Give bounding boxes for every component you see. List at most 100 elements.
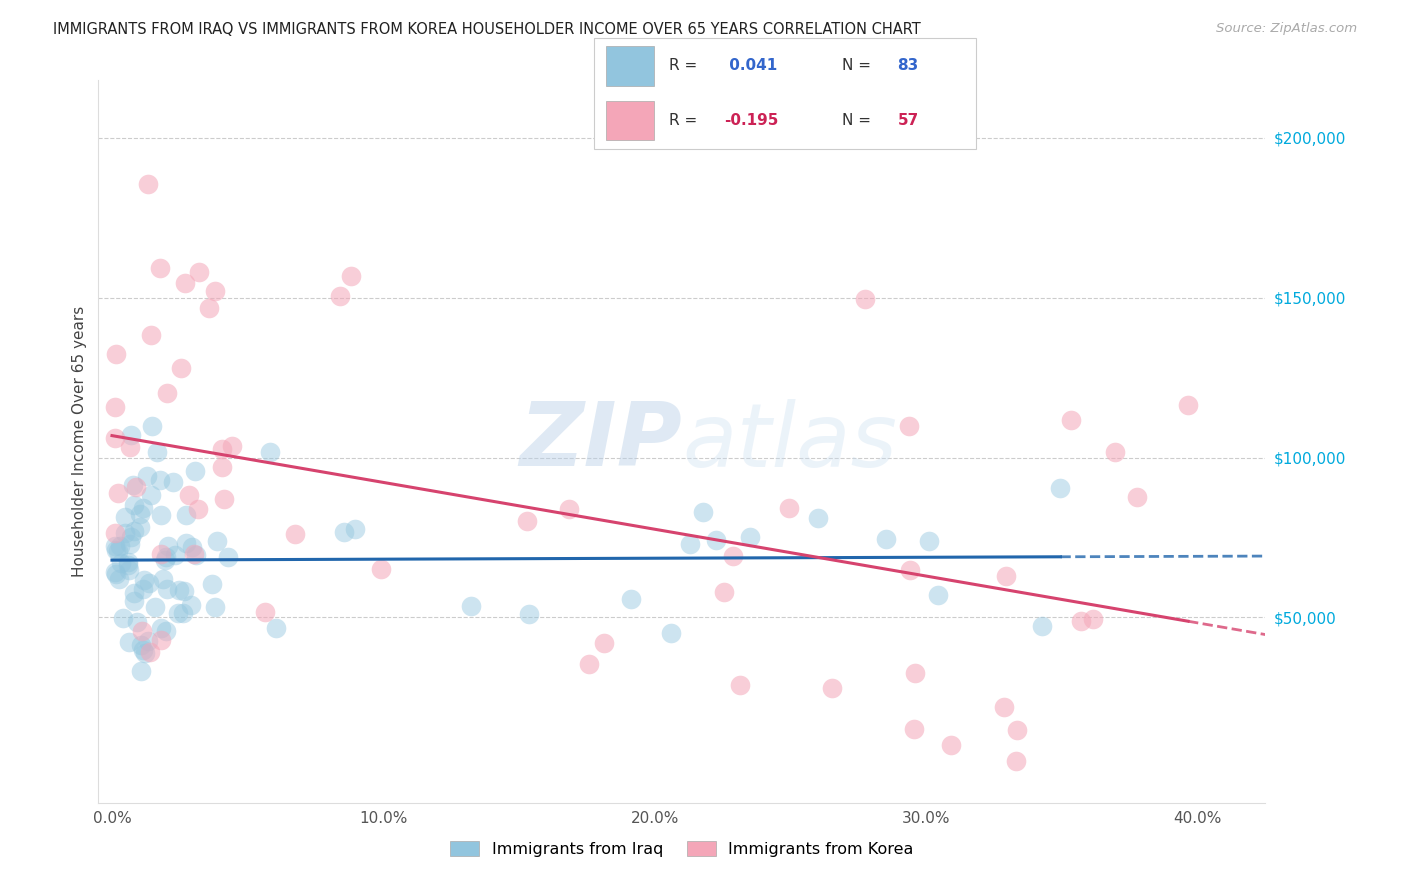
Immigrants from Iraq bbox=[108, 539, 131, 553]
Immigrants from Iraq bbox=[125, 615, 148, 629]
Immigrants from Iraq bbox=[918, 534, 941, 549]
Immigrants from Iraq bbox=[136, 468, 159, 483]
Immigrants from Iraq bbox=[134, 646, 156, 660]
Immigrants from Iraq bbox=[174, 508, 197, 523]
Immigrants from Iraq bbox=[131, 638, 153, 652]
Immigrants from Iraq bbox=[122, 498, 145, 512]
Immigrants from Iraq bbox=[104, 539, 127, 553]
Immigrants from Iraq bbox=[155, 549, 177, 564]
Immigrants from Iraq bbox=[132, 574, 155, 588]
Immigrants from Iraq bbox=[201, 577, 224, 591]
Immigrants from Korea bbox=[170, 361, 193, 376]
Immigrants from Iraq bbox=[114, 526, 136, 541]
Immigrants from Iraq bbox=[927, 588, 949, 602]
Immigrants from Iraq bbox=[679, 537, 702, 551]
Immigrants from Iraq bbox=[146, 445, 169, 459]
Immigrants from Iraq bbox=[1049, 481, 1071, 495]
Immigrants from Iraq bbox=[155, 553, 177, 567]
Immigrants from Korea bbox=[104, 431, 127, 445]
Immigrants from Iraq bbox=[104, 565, 127, 579]
Immigrants from Iraq bbox=[1031, 619, 1053, 633]
Immigrants from Iraq bbox=[132, 643, 155, 657]
Immigrants from Iraq bbox=[118, 563, 141, 577]
Immigrants from Korea bbox=[340, 269, 363, 284]
Immigrants from Iraq bbox=[181, 540, 204, 554]
Text: R =: R = bbox=[669, 58, 703, 73]
Immigrants from Korea bbox=[187, 502, 209, 516]
Text: atlas: atlas bbox=[682, 399, 897, 484]
Immigrants from Iraq bbox=[156, 539, 179, 553]
Immigrants from Korea bbox=[253, 605, 276, 619]
Immigrants from Iraq bbox=[121, 427, 143, 442]
Immigrants from Korea bbox=[713, 585, 735, 599]
Immigrants from Korea bbox=[1005, 754, 1028, 768]
Immigrants from Iraq bbox=[460, 599, 482, 613]
Immigrants from Iraq bbox=[129, 507, 152, 521]
Immigrants from Iraq bbox=[875, 532, 897, 546]
Immigrants from Iraq bbox=[180, 599, 202, 613]
Immigrants from Iraq bbox=[183, 464, 205, 478]
Immigrants from Iraq bbox=[259, 445, 281, 459]
Immigrants from Iraq bbox=[204, 599, 226, 614]
Immigrants from Iraq bbox=[173, 583, 195, 598]
Immigrants from Korea bbox=[853, 292, 876, 306]
Immigrants from Korea bbox=[941, 738, 963, 752]
Immigrants from Korea bbox=[329, 289, 352, 303]
Immigrants from Korea bbox=[370, 562, 392, 576]
Immigrants from Korea bbox=[149, 260, 172, 275]
Immigrants from Iraq bbox=[150, 621, 173, 635]
Immigrants from Korea bbox=[778, 500, 800, 515]
Immigrants from Iraq bbox=[704, 533, 727, 547]
Immigrants from Iraq bbox=[129, 520, 152, 534]
Immigrants from Iraq bbox=[132, 500, 155, 515]
Immigrants from Korea bbox=[150, 633, 173, 648]
Immigrants from Iraq bbox=[132, 582, 155, 597]
Immigrants from Korea bbox=[131, 624, 153, 639]
Text: N =: N = bbox=[842, 112, 876, 128]
Immigrants from Iraq bbox=[343, 522, 366, 536]
Immigrants from Iraq bbox=[156, 582, 179, 597]
Immigrants from Korea bbox=[120, 440, 142, 454]
FancyBboxPatch shape bbox=[606, 101, 654, 140]
Text: IMMIGRANTS FROM IRAQ VS IMMIGRANTS FROM KOREA HOUSEHOLDER INCOME OVER 65 YEARS C: IMMIGRANTS FROM IRAQ VS IMMIGRANTS FROM … bbox=[53, 22, 921, 37]
Immigrants from Iraq bbox=[166, 607, 188, 621]
Immigrants from Korea bbox=[1070, 614, 1092, 628]
Immigrants from Korea bbox=[904, 666, 927, 681]
Immigrants from Korea bbox=[593, 636, 616, 650]
Immigrants from Korea bbox=[1126, 490, 1149, 504]
Immigrants from Iraq bbox=[184, 548, 207, 562]
Immigrants from Korea bbox=[136, 178, 159, 192]
Immigrants from Korea bbox=[897, 419, 920, 434]
Immigrants from Iraq bbox=[139, 488, 162, 502]
Immigrants from Iraq bbox=[692, 505, 714, 519]
Immigrants from Korea bbox=[104, 347, 127, 361]
Immigrants from Iraq bbox=[122, 478, 145, 492]
Immigrants from Korea bbox=[174, 276, 197, 290]
Immigrants from Korea bbox=[221, 439, 243, 453]
Immigrants from Iraq bbox=[517, 607, 540, 622]
Immigrants from Iraq bbox=[122, 524, 145, 538]
Text: -0.195: -0.195 bbox=[724, 112, 779, 128]
Immigrants from Korea bbox=[104, 400, 127, 414]
Immigrants from Iraq bbox=[112, 611, 135, 625]
FancyBboxPatch shape bbox=[606, 46, 654, 86]
Immigrants from Iraq bbox=[107, 543, 129, 558]
Immigrants from Iraq bbox=[149, 473, 172, 487]
Immigrants from Korea bbox=[898, 564, 921, 578]
Immigrants from Iraq bbox=[155, 624, 177, 639]
Immigrants from Iraq bbox=[145, 599, 167, 614]
Immigrants from Korea bbox=[211, 460, 233, 475]
Immigrants from Korea bbox=[1104, 444, 1126, 458]
Immigrants from Korea bbox=[197, 301, 219, 316]
Immigrants from Iraq bbox=[149, 508, 172, 522]
Text: ZIP: ZIP bbox=[519, 398, 682, 485]
Immigrants from Iraq bbox=[141, 418, 163, 433]
Immigrants from Iraq bbox=[117, 558, 139, 572]
Immigrants from Korea bbox=[214, 491, 236, 506]
Immigrants from Iraq bbox=[205, 534, 228, 549]
Immigrants from Korea bbox=[104, 525, 127, 540]
Immigrants from Korea bbox=[578, 657, 600, 671]
Text: 83: 83 bbox=[897, 58, 920, 73]
Immigrants from Korea bbox=[723, 549, 745, 563]
Immigrants from Iraq bbox=[117, 555, 139, 569]
